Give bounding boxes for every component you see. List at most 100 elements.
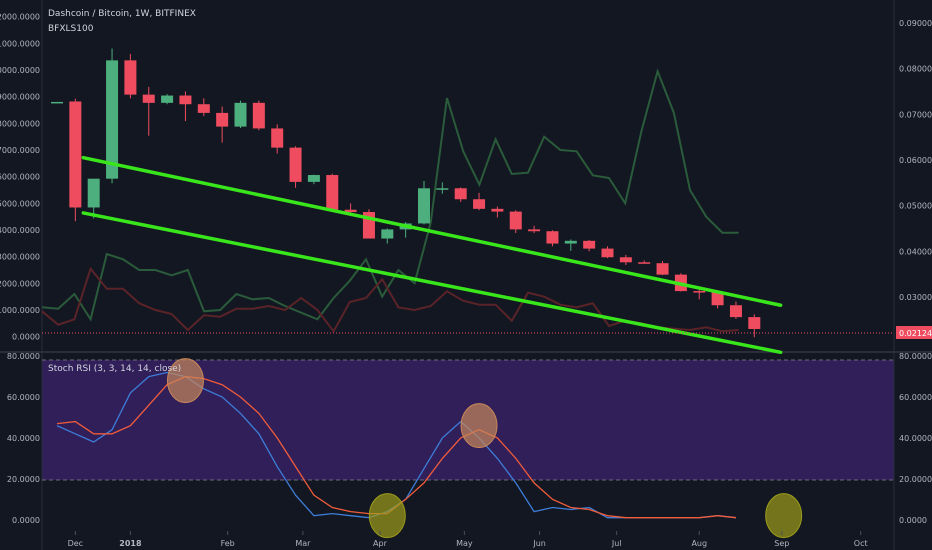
candle-body: [528, 229, 541, 232]
current-price-line: 0.021246: [42, 326, 932, 339]
left-axis-tick-label: 0.0000: [12, 333, 40, 342]
candle-body: [124, 60, 137, 95]
left-axis-tick-label: 2000.0000: [0, 279, 40, 288]
candle: [142, 86, 155, 136]
annotation-circle: [166, 358, 204, 404]
candle: [748, 314, 761, 338]
candle: [289, 146, 302, 188]
stochrsi-right-tick-label: 20.0000: [899, 475, 932, 484]
candle-body: [711, 291, 724, 306]
candle: [528, 225, 541, 234]
candle-body: [601, 248, 614, 258]
candle: [546, 230, 559, 247]
time-axis-ticks[interactable]: Dec 2018 Feb Mar Apr May Jun Jul Aug Sep Oct: [68, 531, 868, 548]
candle: [179, 91, 192, 122]
candle-body: [87, 178, 100, 208]
candle-body: [307, 175, 320, 182]
left-axis-tick-label: 7000.0000: [0, 146, 40, 155]
chart-title: Dashcoin / Bitcoin, 1W, BITFINEX: [48, 9, 196, 19]
candle: [234, 100, 247, 128]
candle: [252, 100, 265, 131]
stochrsi-right-tick-label: 60.0000: [899, 393, 932, 402]
candle-body: [748, 317, 761, 329]
candle: [51, 101, 63, 104]
candle: [564, 239, 577, 251]
left-axis-tick-label: 9000.0000: [0, 93, 40, 102]
candle-body: [142, 94, 155, 103]
candle: [326, 173, 339, 210]
left-axis-tick-label: 10000.0000: [0, 66, 40, 75]
current-price-box: [896, 326, 932, 339]
candle: [381, 228, 394, 244]
annotation-circle: [460, 403, 498, 449]
indicator-label: BFXLS100: [48, 24, 94, 34]
time-axis-tick-label: Aug: [691, 539, 707, 548]
candle-body: [491, 208, 504, 212]
stochrsi-left-tick-label: 60.0000: [7, 393, 40, 402]
stochrsi-axis-ticks: 0.0000 0.0000 20.0000 20.0000 40.0000 40.0000…: [7, 352, 932, 525]
time-axis-tick-label: Feb: [221, 539, 235, 548]
candle: [124, 53, 137, 99]
left-axis-tick-label: 11000.0000: [0, 39, 40, 48]
stochrsi-right-tick-label: 40.0000: [899, 434, 932, 443]
candle: [307, 174, 320, 185]
time-axis-tick-label: Mar: [295, 539, 311, 548]
candle-body: [179, 95, 192, 105]
candle-body: [454, 188, 467, 200]
candle-body: [252, 102, 265, 129]
candle-body: [619, 257, 632, 263]
left-axis-tick-label: 8000.0000: [0, 119, 40, 128]
current-price-label: 0.021246: [899, 329, 932, 338]
candle-body: [693, 291, 706, 293]
candle-body: [51, 101, 63, 104]
candle: [161, 94, 174, 105]
candle-body: [656, 263, 669, 275]
longs-line: [41, 68, 739, 322]
candle-body: [216, 112, 229, 127]
candle: [216, 106, 229, 143]
candle: [729, 301, 742, 319]
candle: [436, 182, 449, 194]
candle-body: [583, 240, 596, 249]
stochrsi-left-tick-label: 0.0000: [12, 516, 40, 525]
candle: [509, 210, 522, 234]
candle-body: [729, 305, 742, 318]
stochrsi-title: Stoch RSI (3, 3, 14, 14, close): [48, 364, 181, 374]
time-axis-tick-label: Jun: [532, 539, 546, 548]
descending-channel: [81, 155, 783, 355]
annotation-circle: [368, 493, 406, 539]
time-axis-tick-label: May: [456, 539, 473, 548]
candle-body: [564, 240, 577, 244]
candle-body: [69, 101, 82, 208]
left-axis-tick-label: 12000.0000: [0, 13, 40, 22]
candle: [418, 180, 430, 225]
candlesticks: [51, 48, 761, 338]
stochrsi-left-tick-label: 20.0000: [7, 475, 40, 484]
candle: [583, 239, 596, 252]
candle-body: [418, 188, 430, 224]
candle-body: [546, 231, 559, 244]
left-axis-tick-label: 4000.0000: [0, 226, 40, 235]
candle-body: [381, 229, 394, 239]
candle-body: [473, 199, 486, 209]
channel-lower-line: [81, 211, 783, 355]
candle-body: [106, 60, 119, 179]
candle: [601, 246, 614, 259]
candle-body: [436, 188, 449, 190]
candle: [197, 98, 210, 117]
candle: [271, 124, 284, 154]
stochrsi-left-tick-label: 40.0000: [7, 434, 40, 443]
left-axis-ticks: 0.0000 1000.0000 2000.0000 3000.0000 4000.00…: [0, 13, 40, 342]
candle: [656, 260, 669, 276]
candle: [454, 187, 467, 202]
candle-body: [289, 147, 302, 182]
candle: [491, 206, 504, 218]
annotation-circle: [765, 493, 803, 539]
candle: [106, 48, 119, 184]
